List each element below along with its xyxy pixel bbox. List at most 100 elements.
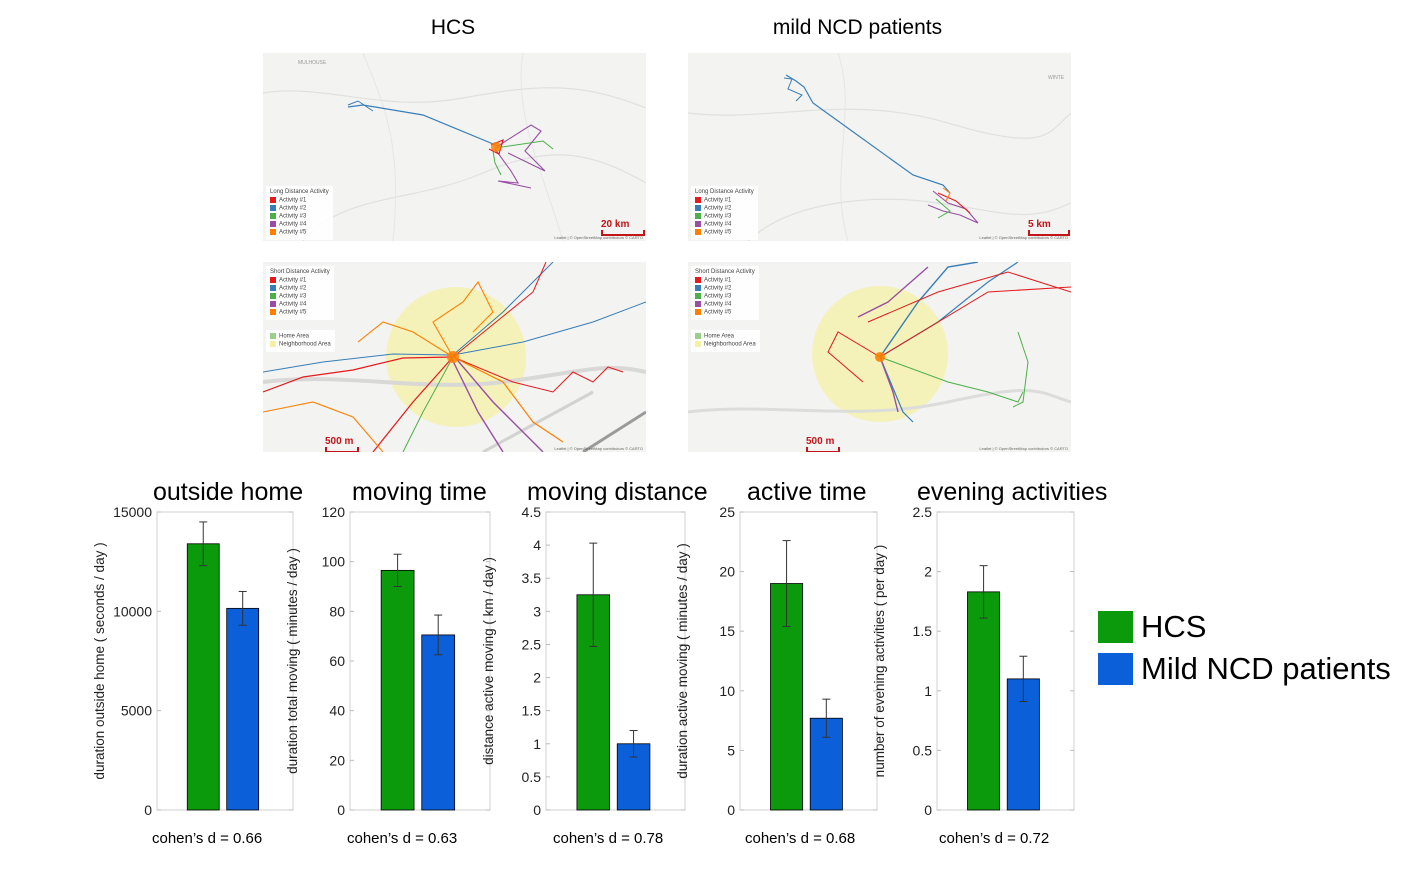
map-legend-item: Activity #1 (704, 277, 732, 284)
y-tick-label: 20 (719, 564, 735, 580)
y-tick-label: 80 (329, 603, 345, 619)
chart-title-moving-distance: moving distance (527, 478, 708, 506)
y-tick-label: 10 (719, 683, 735, 699)
map-ncd-long-distance-tracks: WINTE (688, 53, 1071, 241)
map-legend-item: Activity #2 (704, 205, 732, 212)
legend-swatch (695, 221, 701, 228)
map-legend: Long Distance Activity Activity #1 Activ… (266, 186, 333, 241)
chart-title-active-time: active time (747, 478, 867, 506)
map-legend-item: Activity #2 (704, 285, 732, 292)
y-tick-label: 1.5 (522, 703, 542, 719)
map-legend-item: Home Area (279, 333, 310, 340)
map-scale-label: 500 m (806, 436, 835, 447)
map-legend-item: Activity #2 (279, 205, 307, 212)
legend-swatch (695, 309, 701, 316)
cohens-d-moving-time: cohen’s d = 0.63 (347, 830, 458, 847)
map-hcs-short-distance: Short Distance Activity Activity #1 Acti… (263, 262, 646, 452)
legend-swatch (695, 196, 701, 203)
group-legend: HCS Mild NCD patients (1098, 606, 1391, 690)
bar-hcs (967, 591, 1001, 811)
map-scale-label: 20 km (601, 219, 630, 230)
map-ncd-short-distance: Short Distance Activity Activity #1 Acti… (688, 262, 1071, 452)
y-tick-label: 2 (924, 564, 932, 580)
legend-label-hcs: HCS (1141, 609, 1207, 644)
map-area-legend: Home Area Neighborhood Area (266, 330, 335, 353)
map-legend-item: Activity #1 (704, 197, 732, 204)
legend-swatch (695, 284, 701, 291)
map-scale: 5 km (1028, 219, 1070, 236)
y-tick-label: 1 (533, 736, 541, 752)
y-axis-label: duration active moving ( minutes / day ) (675, 543, 690, 779)
y-tick-label: 0 (144, 802, 152, 818)
legend-swatch-hcs (1098, 611, 1133, 643)
y-tick-label: 2.5 (913, 504, 933, 520)
map-hcs-long-distance: MULHOUSE Long Distance Activity Activity… (263, 53, 646, 241)
plot-area (349, 511, 491, 811)
map-legend-item: Activity #4 (704, 221, 732, 228)
y-tick-label: 4.5 (522, 504, 542, 520)
legend-swatch (270, 204, 276, 211)
map-legend-item: Activity #5 (704, 309, 732, 316)
legend-label-ncd: Mild NCD patients (1141, 651, 1391, 686)
map-legend-item: Neighborhood Area (704, 341, 756, 348)
cohens-d-outside-home: cohen’s d = 0.66 (152, 830, 263, 847)
legend-swatch (270, 221, 276, 228)
map-place-label: WINTE (1048, 75, 1065, 81)
y-tick-label: 0 (727, 802, 735, 818)
plot-area (545, 511, 686, 811)
y-tick-label: 20 (329, 752, 345, 768)
legend-swatch (270, 196, 276, 203)
y-tick-label: 1 (924, 683, 932, 699)
map-legend-item: Activity #2 (279, 285, 307, 292)
map-scale-label: 5 km (1028, 219, 1051, 230)
legend-swatch (695, 341, 701, 348)
y-tick-label: 5 (727, 742, 735, 758)
y-tick-label: 2.5 (522, 636, 542, 652)
map-legend-title: Long Distance Activity (270, 189, 329, 195)
map-legend-item: Neighborhood Area (279, 341, 331, 348)
map-legend-item: Activity #5 (279, 309, 307, 316)
legend-swatch (695, 229, 701, 236)
y-tick-label: 0 (337, 802, 345, 818)
legend-swatch (270, 333, 276, 339)
y-tick-label: 0.5 (522, 769, 542, 785)
y-tick-label: 120 (322, 504, 346, 520)
map-legend-item: Activity #5 (704, 229, 732, 236)
y-axis-label: number of evening activities ( per day ) (872, 545, 887, 778)
map-legend: Short Distance Activity Activity #1 Acti… (691, 266, 759, 321)
legend-swatch (270, 301, 276, 308)
legend-swatch-ncd (1098, 653, 1133, 685)
column-title-hcs: HCS (430, 16, 476, 39)
y-tick-label: 100 (322, 554, 346, 570)
column-title-ncd: mild NCD patients (772, 16, 943, 39)
y-tick-label: 15000 (113, 504, 152, 520)
y-tick-label: 4 (533, 537, 541, 553)
map-scale: 500 m (806, 436, 840, 452)
legend-swatch (270, 309, 276, 316)
y-tick-label: 3 (533, 603, 541, 619)
map-legend-item: Activity #3 (279, 213, 307, 220)
legend-swatch (270, 292, 276, 299)
plot-area (156, 511, 294, 811)
legend-entry-hcs: HCS (1098, 606, 1391, 648)
map-legend: Short Distance Activity Activity #1 Acti… (266, 266, 334, 321)
y-axis-label: duration outside home ( seconds / day ) (92, 542, 107, 779)
bar-ncd (226, 607, 260, 811)
chart-title-moving-time: moving time (352, 478, 487, 506)
legend-swatch (695, 212, 701, 219)
map-legend-title: Short Distance Activity (270, 269, 330, 275)
chart-title-evening-activities: evening activities (917, 478, 1108, 506)
map-legend-item: Activity #4 (704, 301, 732, 308)
cohens-d-evening-activities: cohen’s d = 0.72 (939, 830, 1050, 847)
map-legend-item: Activity #3 (704, 213, 732, 220)
map-attribution: Leaflet | © OpenStreetMap contributors ©… (979, 235, 1068, 240)
map-scale: 500 m (325, 436, 359, 452)
y-tick-label: 15 (719, 623, 735, 639)
map-attribution: Leaflet | © OpenStreetMap contributors ©… (979, 446, 1068, 451)
y-tick-label: 3.5 (522, 570, 542, 586)
bar-ncd (421, 634, 456, 811)
legend-swatch (695, 301, 701, 308)
map-legend-item: Activity #1 (279, 197, 307, 204)
cohens-d-moving-distance: cohen’s d = 0.78 (553, 830, 664, 847)
